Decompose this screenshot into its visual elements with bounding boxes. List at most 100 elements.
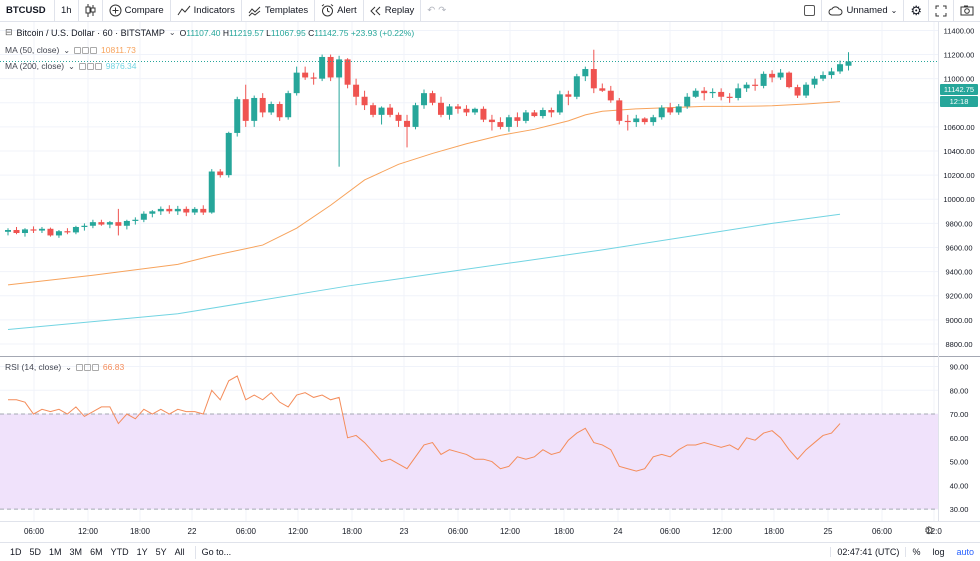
settings-button[interactable]: ⚙ <box>904 0 929 22</box>
collapse-icon[interactable]: ⊟ <box>5 27 13 37</box>
candle-body <box>115 222 122 226</box>
time-axis: 06:00 12:00 18:00 22 06:00 12:00 18:00 23 06:00 1… <box>24 527 942 536</box>
layout-menu-button[interactable]: Unnamed ⌄ <box>822 0 905 22</box>
templates-button[interactable]: Templates <box>242 0 316 22</box>
candle-body <box>72 226 79 233</box>
legend-buttons[interactable] <box>78 62 102 70</box>
ma200-label: MA (200, close) <box>5 61 65 71</box>
percent-toggle[interactable]: % <box>905 547 926 557</box>
range-button-ytd[interactable]: YTD <box>110 547 129 557</box>
settings-icon <box>83 363 91 371</box>
chart-type-button[interactable] <box>79 0 103 22</box>
range-button-5y[interactable]: 5Y <box>155 547 167 557</box>
range-button-1y[interactable]: 1Y <box>136 547 148 557</box>
candle-body <box>242 99 249 121</box>
settings-icon <box>86 62 94 70</box>
range-button-3m[interactable]: 3M <box>69 547 83 557</box>
interval-button[interactable]: 1h <box>55 0 79 22</box>
fullscreen-toggle[interactable] <box>798 0 823 22</box>
time-tick-label: 06:00 <box>236 527 257 536</box>
range-button-1m[interactable]: 1M <box>49 547 62 557</box>
candle <box>132 217 139 225</box>
bottom-toolbar: 1D 5D 1M 3M 6M YTD 1Y 5Y All Go to... 02:47:41 (… <box>0 542 980 561</box>
rsi-tick-label: 30.00 <box>950 505 969 514</box>
alert-button[interactable]: Alert <box>315 0 364 22</box>
candle <box>811 76 818 89</box>
snapshot-button[interactable] <box>954 0 980 22</box>
chevron-down-icon[interactable]: ⌄ <box>63 45 71 55</box>
candle-body <box>421 93 428 106</box>
time-tick-label: 12:00 <box>712 527 733 536</box>
candle <box>191 207 198 215</box>
candles-icon <box>85 4 96 17</box>
candle <box>650 114 657 126</box>
candle-body <box>471 108 478 113</box>
alarm-clock-icon <box>321 4 334 17</box>
range-button-1d[interactable]: 1D <box>10 547 22 557</box>
candle <box>539 107 546 119</box>
fullscreen-button[interactable] <box>929 0 954 22</box>
candle <box>64 228 71 235</box>
candle <box>72 225 79 235</box>
candle-body <box>13 229 20 234</box>
chart-canvas[interactable]: 11400.0011200.0011000.0010800.0010600.00… <box>0 22 980 542</box>
camera-icon <box>960 5 974 16</box>
candle <box>149 210 156 218</box>
candle <box>760 71 767 89</box>
candle <box>718 88 725 101</box>
candle <box>327 54 334 82</box>
range-button-5d[interactable]: 5D <box>29 547 42 557</box>
candle <box>488 114 495 131</box>
candle <box>446 103 453 120</box>
price-tick-label: 11000.00 <box>944 75 975 84</box>
undo-redo-group: ↶ ↷ <box>421 0 452 22</box>
range-button-all[interactable]: All <box>174 547 185 557</box>
candle <box>38 226 45 234</box>
candle-body <box>675 106 682 113</box>
candle-body <box>573 76 580 97</box>
candle <box>497 117 504 130</box>
time-tick-label: 18:00 <box>554 527 575 536</box>
indicators-button[interactable]: Indicators <box>171 0 242 22</box>
candle <box>454 103 461 114</box>
close-icon <box>94 62 102 70</box>
candle <box>752 78 759 91</box>
candle-body <box>106 222 113 225</box>
candle-body <box>641 118 648 123</box>
auto-scale-toggle[interactable]: auto <box>956 547 974 557</box>
compare-button[interactable]: Compare <box>103 0 171 22</box>
legend-buttons[interactable] <box>74 46 98 54</box>
rsi-tick-label: 50.00 <box>950 458 969 467</box>
candle <box>319 54 326 82</box>
last-price-label: 11142.75 <box>940 84 978 95</box>
candle-body <box>208 171 215 213</box>
redo-icon[interactable]: ↷ <box>438 5 447 16</box>
candle-body <box>786 72 793 88</box>
candle-body <box>743 84 750 89</box>
utc-clock[interactable]: 02:47:41 (UTC) <box>830 547 905 557</box>
candle-body <box>217 171 224 176</box>
candle <box>412 102 419 130</box>
chevron-down-icon[interactable]: ⌄ <box>65 362 72 372</box>
candle <box>47 227 54 237</box>
chevron-down-icon[interactable]: ⌄ <box>68 61 75 71</box>
candle-body <box>828 71 835 76</box>
goto-button[interactable]: Go to... <box>201 547 232 557</box>
candle <box>293 66 300 96</box>
candle <box>820 71 827 82</box>
undo-icon[interactable]: ↶ <box>427 5 436 16</box>
symbol-search-button[interactable]: BTCUSD <box>0 0 55 22</box>
candle <box>123 219 130 230</box>
range-button-6m[interactable]: 6M <box>90 547 103 557</box>
log-toggle[interactable]: log <box>932 547 945 557</box>
candle-body <box>701 90 708 94</box>
chevron-down-icon[interactable]: ⌄ <box>168 28 176 37</box>
candle-body <box>55 231 62 236</box>
price-tick-label: 9000.00 <box>945 316 972 325</box>
legend-buttons[interactable] <box>75 363 99 371</box>
chevron-down-icon: ⌄ <box>890 6 898 15</box>
replay-button[interactable]: Replay <box>364 0 422 22</box>
candle-body <box>404 120 411 127</box>
date-range-group: 1D 5D 1M 3M 6M YTD 1Y 5Y All <box>0 547 189 557</box>
chart-settings-gear-icon[interactable]: ⚙ <box>924 525 934 537</box>
